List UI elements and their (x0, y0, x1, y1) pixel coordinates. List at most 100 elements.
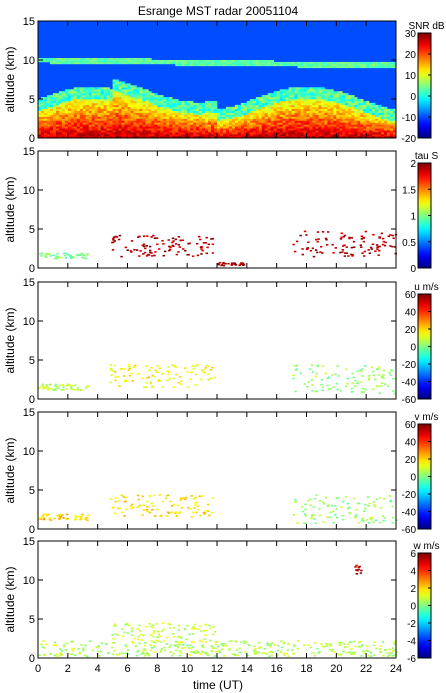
heatmap-cell (136, 91, 140, 94)
heatmap-cell (237, 130, 242, 133)
heatmap-cell (354, 128, 358, 131)
heatmap-cell (336, 110, 340, 113)
heatmap-cell (252, 136, 257, 139)
data-point (303, 383, 306, 385)
heatmap-cell (142, 100, 146, 104)
heatmap-cell (196, 61, 200, 65)
heatmap-cell (82, 118, 87, 121)
heatmap-cell (127, 118, 131, 121)
heatmap-cell (234, 136, 239, 139)
heatmap-cell (109, 91, 113, 94)
data-point (234, 264, 237, 266)
heatmap-cell (309, 93, 313, 96)
heatmap-cell (366, 100, 370, 104)
heatmap-cell (181, 136, 185, 139)
heatmap-cell (363, 132, 367, 135)
heatmap-cell (357, 100, 361, 104)
heatmap-cell (124, 100, 128, 104)
heatmap-cell (178, 114, 182, 117)
heatmap-cell (246, 120, 251, 123)
heatmap-cell (85, 116, 90, 119)
heatmap-cell (258, 116, 263, 119)
heatmap-cell (273, 61, 277, 65)
data-point (321, 252, 324, 254)
data-point (194, 496, 197, 499)
data-point (223, 642, 227, 645)
heatmap-cell (118, 58, 122, 61)
heatmap-cell (351, 118, 355, 121)
heatmap-cell (202, 61, 206, 65)
heatmap-cell (255, 134, 260, 137)
heatmap-cell (267, 99, 271, 102)
heatmap-cell (166, 114, 170, 117)
data-point (125, 508, 128, 511)
heatmap-cell (264, 120, 269, 123)
heatmap-cell (255, 122, 260, 125)
heatmap-cell (384, 118, 388, 121)
heatmap-cell (70, 106, 75, 110)
data-point (118, 385, 121, 387)
heatmap-cell (154, 132, 158, 135)
data-point (296, 647, 299, 650)
heatmap-cell (94, 136, 98, 139)
heatmap-cell (291, 118, 295, 121)
data-point (100, 642, 103, 644)
data-point (179, 641, 183, 643)
heatmap-cell (85, 87, 90, 90)
heatmap-cell (109, 112, 113, 115)
heatmap-cell (321, 110, 325, 113)
data-point (390, 369, 393, 371)
data-point (44, 255, 47, 258)
heatmap-cell (279, 120, 283, 123)
heatmap-cell (381, 122, 385, 125)
data-point (71, 650, 74, 652)
heatmap-cell (231, 63, 236, 67)
heatmap-cell (43, 58, 48, 61)
data-point (168, 623, 172, 626)
data-point (324, 372, 327, 375)
data-point (162, 628, 165, 631)
heatmap-cell (97, 110, 101, 113)
heatmap-cell (228, 134, 233, 137)
heatmap-cell (55, 97, 60, 100)
heatmap-cell (294, 118, 298, 121)
heatmap-cell (222, 110, 227, 113)
heatmap-cell (193, 118, 197, 121)
heatmap-cell (193, 130, 197, 133)
data-point (360, 655, 363, 657)
heatmap-cell (378, 65, 382, 69)
heatmap-cell (273, 100, 277, 104)
heatmap-cell (252, 132, 257, 135)
data-point (175, 373, 178, 376)
data-point (253, 653, 257, 655)
heatmap-cell (70, 120, 75, 123)
data-point (318, 514, 322, 517)
heatmap-cell (258, 106, 263, 110)
heatmap-cell (234, 63, 239, 67)
data-point (119, 368, 123, 370)
heatmap-cell (267, 93, 271, 96)
heatmap-cell (109, 89, 113, 92)
heatmap-cell (193, 128, 197, 131)
data-point (207, 373, 210, 375)
data-point (80, 518, 83, 520)
heatmap-cell (336, 120, 340, 123)
heatmap-cell (360, 124, 364, 127)
heatmap-cell (61, 124, 66, 127)
heatmap-cell (130, 132, 134, 135)
data-point (366, 519, 369, 521)
heatmap-cell (336, 124, 340, 127)
heatmap-cell (357, 130, 361, 133)
heatmap-cell (115, 97, 119, 100)
heatmap-cell (345, 63, 349, 67)
heatmap-cell (360, 126, 364, 129)
heatmap-cell (106, 114, 110, 117)
heatmap-cell (67, 97, 72, 100)
heatmap-cell (282, 91, 286, 94)
heatmap-cell (163, 61, 167, 65)
data-point (329, 387, 333, 390)
heatmap-cell (345, 118, 349, 121)
data-point (152, 641, 156, 644)
heatmap-cell (130, 102, 134, 106)
heatmap-cell (169, 130, 173, 133)
